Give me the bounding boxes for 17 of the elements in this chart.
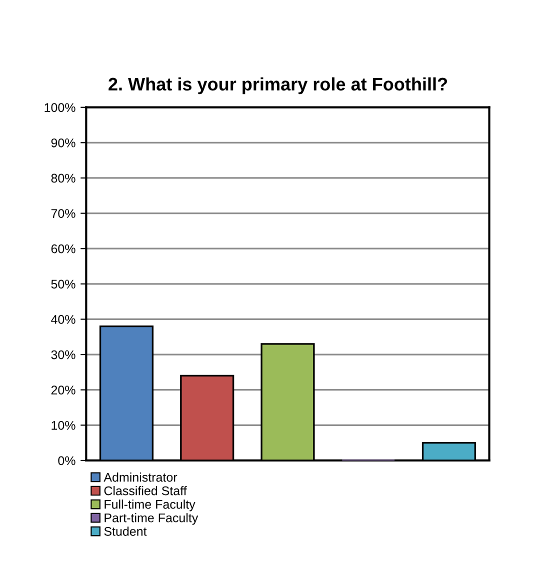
legend-label: Part-time Faculty <box>104 513 198 525</box>
y-tick-label: 10% <box>52 420 76 430</box>
y-tick-label: 80% <box>51 174 76 183</box>
y-tick-label: 100% <box>44 103 76 112</box>
legend-label: Classified Staff <box>104 486 187 496</box>
y-tick-label: 30% <box>51 350 76 360</box>
y-tick-label: 40% <box>51 315 76 324</box>
y-tick-label: 60% <box>51 244 76 254</box>
y-tick-label: 20% <box>51 386 76 394</box>
y-tick-label: 90% <box>51 138 76 148</box>
y-tick-label: 50% <box>51 280 76 289</box>
legend-label: Student <box>104 526 147 536</box>
y-tick-label: 70% <box>51 209 76 218</box>
y-tick-label: 0% <box>58 456 76 466</box>
chart-title: 2. What is your primary role at Foothill? <box>108 77 448 94</box>
legend-label: Administrator <box>104 472 178 482</box>
legend-label: Full-time Faculty <box>104 500 196 512</box>
